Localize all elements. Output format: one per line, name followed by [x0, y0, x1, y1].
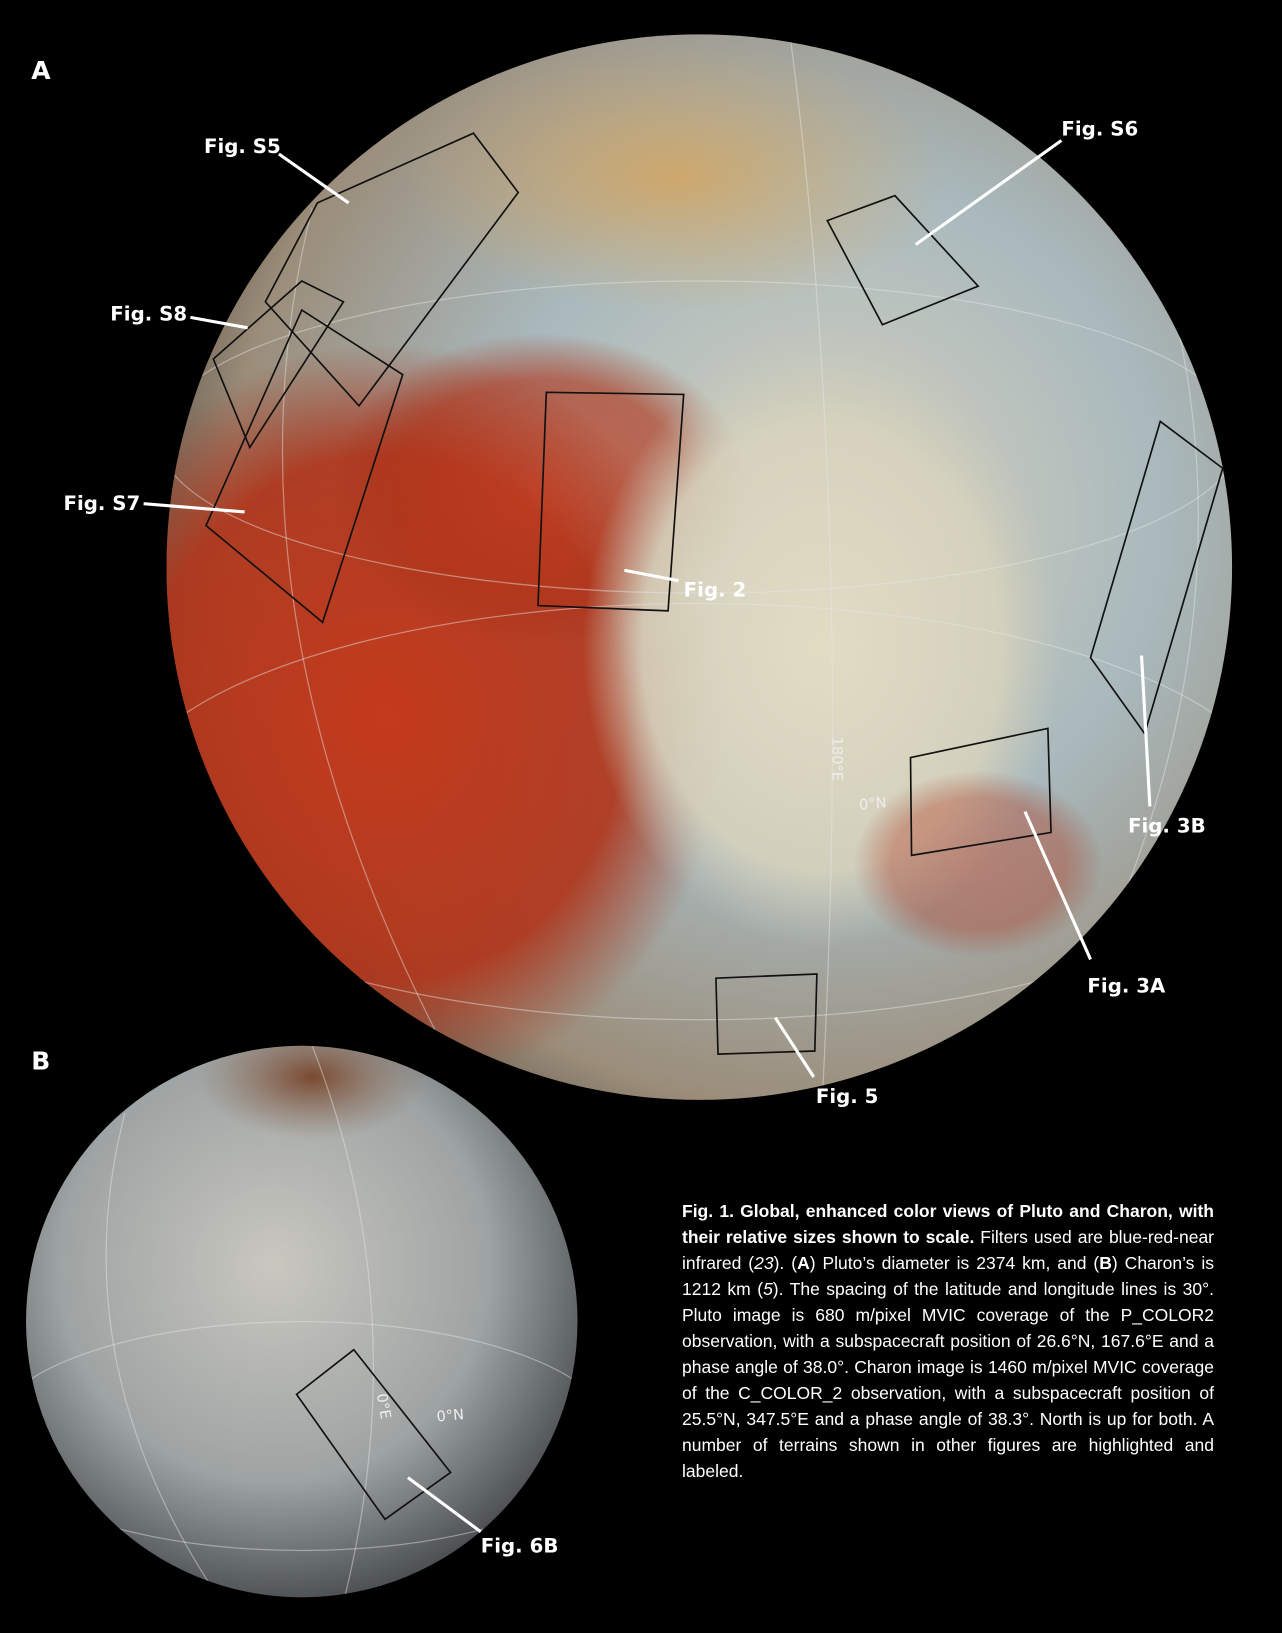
caption-text: ) Pluto’s diameter is 2374 km, and ( — [809, 1253, 1100, 1273]
region-label: Fig. 6B — [481, 1535, 559, 1558]
region-boxes — [205, 132, 1224, 1521]
box-s8 — [212, 279, 345, 450]
region-label: Fig. S7 — [63, 492, 140, 515]
grid-label: 180°E — [828, 737, 845, 781]
box-2 — [537, 391, 685, 612]
charon — [26, 1045, 578, 1598]
caption-text: ). ( — [773, 1253, 798, 1273]
pointer — [1139, 655, 1152, 807]
caption-text: ) Charon’s is 1212 km ( — [682, 1253, 1214, 1299]
box-3a — [909, 727, 1052, 857]
panel-label: A — [31, 56, 51, 85]
region-label: Fig. S6 — [1061, 117, 1138, 140]
caption-panel: B — [1099, 1253, 1112, 1273]
pointers — [143, 139, 1152, 1534]
region-label: Fig. 2 — [684, 578, 747, 601]
caption-ref: 5 — [763, 1279, 773, 1299]
pointer — [773, 1016, 816, 1078]
figure-body: A B Fig. S5 Fig. S6 Fig. S8 Fig. S7 Fig.… — [26, 34, 1233, 1598]
box-s7 — [205, 308, 404, 624]
box-s6 — [826, 194, 980, 326]
pointer — [143, 502, 245, 514]
region-label: Fig. S8 — [110, 303, 187, 326]
caption-panel: A — [797, 1253, 810, 1273]
pointer — [190, 315, 248, 330]
region-label: Fig. 3A — [1087, 975, 1166, 998]
caption-ref: 23 — [754, 1253, 774, 1273]
caption-title: Fig. 1. Global, enhanced color views of … — [682, 1201, 1214, 1247]
region-label: Fig. S5 — [204, 135, 281, 158]
pointer — [277, 152, 350, 205]
grid-label: 0°E — [373, 1392, 394, 1420]
grid-label: 0°N — [858, 794, 887, 813]
region-label: Fig. 3B — [1128, 814, 1206, 837]
caption-text: Filters used are blue-red-near infrared … — [682, 1227, 1215, 1273]
box-6b — [295, 1348, 452, 1521]
pointer — [406, 1476, 482, 1534]
box-s5 — [264, 132, 520, 408]
pluto — [166, 34, 1233, 1100]
box-5 — [715, 973, 818, 1055]
caption: Fig. 1. Global, enhanced color views of … — [682, 1198, 1214, 1484]
grid-label: 0°N — [436, 1406, 465, 1425]
pointer — [1023, 811, 1092, 961]
pointer — [624, 568, 679, 583]
box-3b — [1089, 420, 1224, 736]
pointer — [914, 139, 1063, 246]
region-label: Fig. 5 — [816, 1085, 879, 1108]
caption-text: ). The spacing of the latitude and longi… — [682, 1279, 1215, 1481]
panel-label: B — [31, 1047, 50, 1076]
